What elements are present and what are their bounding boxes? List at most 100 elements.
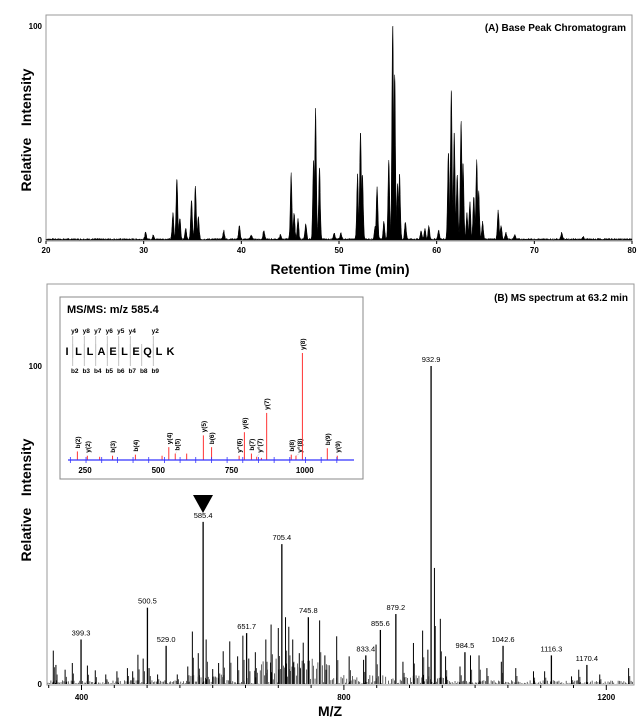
spectrum-x-tick-label: 800 xyxy=(337,693,351,702)
y-ion-label: y2 xyxy=(152,328,160,335)
inset-peak-label: b(4) xyxy=(133,440,140,452)
inset-x-ticks: 250 500 750 1000 xyxy=(69,457,338,475)
sequence-residue: Q xyxy=(143,346,152,358)
spectrum-peak-label: 651.7 xyxy=(237,622,256,631)
inset-peak-label: b(2) xyxy=(75,436,82,448)
inset-peak-label: y(9) xyxy=(335,441,342,453)
sequence-residue: E xyxy=(109,346,116,358)
chrom-x-tick-label: 20 xyxy=(42,246,51,255)
y-ion-label: y5 xyxy=(117,328,125,335)
spectrum-peak-label: 705.4 xyxy=(272,533,291,542)
y-ion-label: y4 xyxy=(129,328,137,335)
y-ion-label: y7 xyxy=(94,328,102,335)
spectrum-peak-label: 500.5 xyxy=(138,597,157,606)
spec-y-tick-0: 0 xyxy=(38,680,43,689)
spectrum-peak-label: 529.0 xyxy=(157,635,176,644)
inset-peak-label: y(4) xyxy=(166,433,173,445)
spectrum-peak-label: 585.4 xyxy=(194,511,213,520)
msms-inset: MS/MS: m/z 585.4 I L L A E L E Q L Ky9 y8 y7 y6 y5 y4 y… xyxy=(59,296,364,480)
inset-x-tick-label: 750 xyxy=(225,466,239,475)
sequence-residue: K xyxy=(167,346,175,358)
inset-peak-label: b(7) xyxy=(249,439,256,451)
sequence-residue: A xyxy=(98,346,106,358)
chromatogram-panel: 20 30 40 50 60 70 80 100 0 (A) Base Peak Chrom… xyxy=(18,14,637,277)
sequence-residue: L xyxy=(75,346,82,358)
spectrum-peak-label: 855.6 xyxy=(371,619,390,628)
sequence-residue: L xyxy=(156,346,163,358)
b-ion-label: b2 xyxy=(71,368,79,375)
precursor-marker-triangle-icon xyxy=(193,495,213,513)
spectrum-peak-label: 984.5 xyxy=(456,641,475,650)
spec-panel-label: (B) MS spectrum at 63.2 min xyxy=(494,293,628,304)
y-ion-label: y6 xyxy=(106,328,114,335)
b-ion-label: b9 xyxy=(151,368,159,375)
inset-peak-label: b(5) xyxy=(174,439,181,451)
spectrum-peak-label: 745.8 xyxy=(299,606,318,615)
spectrum-peak-label: 833.4 xyxy=(356,644,375,653)
inset-peak-label: y(5) xyxy=(201,421,208,433)
spectrum-x-tick-label: 1200 xyxy=(597,693,615,702)
inset-peak-label: b(9) xyxy=(325,433,332,445)
inset-title: MS/MS: m/z 585.4 xyxy=(67,304,160,316)
sequence-residue: L xyxy=(87,346,94,358)
inset-peak-label: y(6) xyxy=(242,418,249,430)
inset-x-tick-label: 500 xyxy=(152,466,166,475)
sequence-residue: L xyxy=(121,346,128,358)
b-ion-label: b3 xyxy=(82,368,90,375)
b-ion-label: b5 xyxy=(105,368,113,375)
spec-y-axis-title: Relative Intensity xyxy=(18,438,34,561)
b-ion-label: b4 xyxy=(94,368,102,375)
inset-peak-label: y(7) xyxy=(264,398,271,410)
spec-y-tick-100: 100 xyxy=(29,362,43,371)
inset-x-tick-label: 1000 xyxy=(296,466,314,475)
spectrum-peak-label: 932.9 xyxy=(422,355,441,364)
inset-peak-label: b(3) xyxy=(110,441,117,453)
inset-peak-label: y°(6) xyxy=(236,439,244,453)
spectrum-peaks: 399.3 500.5 529.0 585.4 651.7 705.4 745.8 833.4… xyxy=(47,355,633,684)
inset-label-leader xyxy=(295,453,300,456)
inset-peaks: b(2) y(2) b(3) b(4) y(4)b(5) y(5)b(6) y°(6) y(6… xyxy=(75,338,342,460)
spectrum-peak-label: 399.3 xyxy=(72,628,91,637)
spectrum-x-tick-label: 400 xyxy=(75,693,89,702)
chromatogram-frame xyxy=(45,14,633,242)
chrom-x-tick-label: 30 xyxy=(139,246,148,255)
spectrum-peak-label: 879.2 xyxy=(386,603,405,612)
y-ion-label: y9 xyxy=(71,328,79,335)
chrom-x-axis-title: Retention Time (min) xyxy=(271,261,410,277)
chrom-panel-label: (A) Base Peak Chromatogram xyxy=(485,23,626,34)
chrom-x-tick-label: 50 xyxy=(335,246,344,255)
chrom-x-tick-label: 40 xyxy=(237,246,246,255)
spectrum-peak-label: 1042.6 xyxy=(492,635,515,644)
inset-peak-label: y(2) xyxy=(85,441,92,453)
inset-label-leader xyxy=(175,451,177,454)
sequence-residue: E xyxy=(132,346,139,358)
inset-x-tick-label: 250 xyxy=(78,466,92,475)
spec-x-axis-title: M/Z xyxy=(318,703,343,719)
y-ion-label: y8 xyxy=(83,328,91,335)
chrom-y-tick-100: 100 xyxy=(29,22,43,31)
b-ion-label: b6 xyxy=(117,368,125,375)
chrom-y-tick-0: 0 xyxy=(38,236,43,245)
inset-peak-label: b(6) xyxy=(209,432,216,444)
chromatogram-trace xyxy=(45,25,633,241)
spectrum-x-ticks: 400 800 1200 xyxy=(48,685,616,702)
b-ion-label: b7 xyxy=(128,368,136,375)
chrom-y-axis-title: Relative Intensity xyxy=(18,68,34,191)
ms-spectrum-panel: 399.3 500.5 529.0 585.4 651.7 705.4 745.8 833.4… xyxy=(18,283,635,719)
b-ion-label: b8 xyxy=(140,368,148,375)
inset-peak-label: b(8) xyxy=(289,440,296,452)
sequence-residue: I xyxy=(65,346,68,358)
inset-peak-label: y(8) xyxy=(300,338,307,350)
chrom-x-tick-label: 70 xyxy=(530,246,539,255)
inset-peak-label: y°(8) xyxy=(296,439,304,453)
spectrum-peak-label: 1116.3 xyxy=(540,644,562,653)
spectrum-peak-label: 1170.4 xyxy=(576,654,598,663)
chrom-x-tick-label: 60 xyxy=(432,246,441,255)
spectrum-frame xyxy=(46,283,635,686)
chrom-x-tick-label: 80 xyxy=(628,246,637,255)
chromatogram-x-ticks: 20 30 40 50 60 70 80 xyxy=(42,241,637,255)
inset-label-leader xyxy=(256,453,260,457)
inset-peak-label: y°(7) xyxy=(256,439,264,453)
